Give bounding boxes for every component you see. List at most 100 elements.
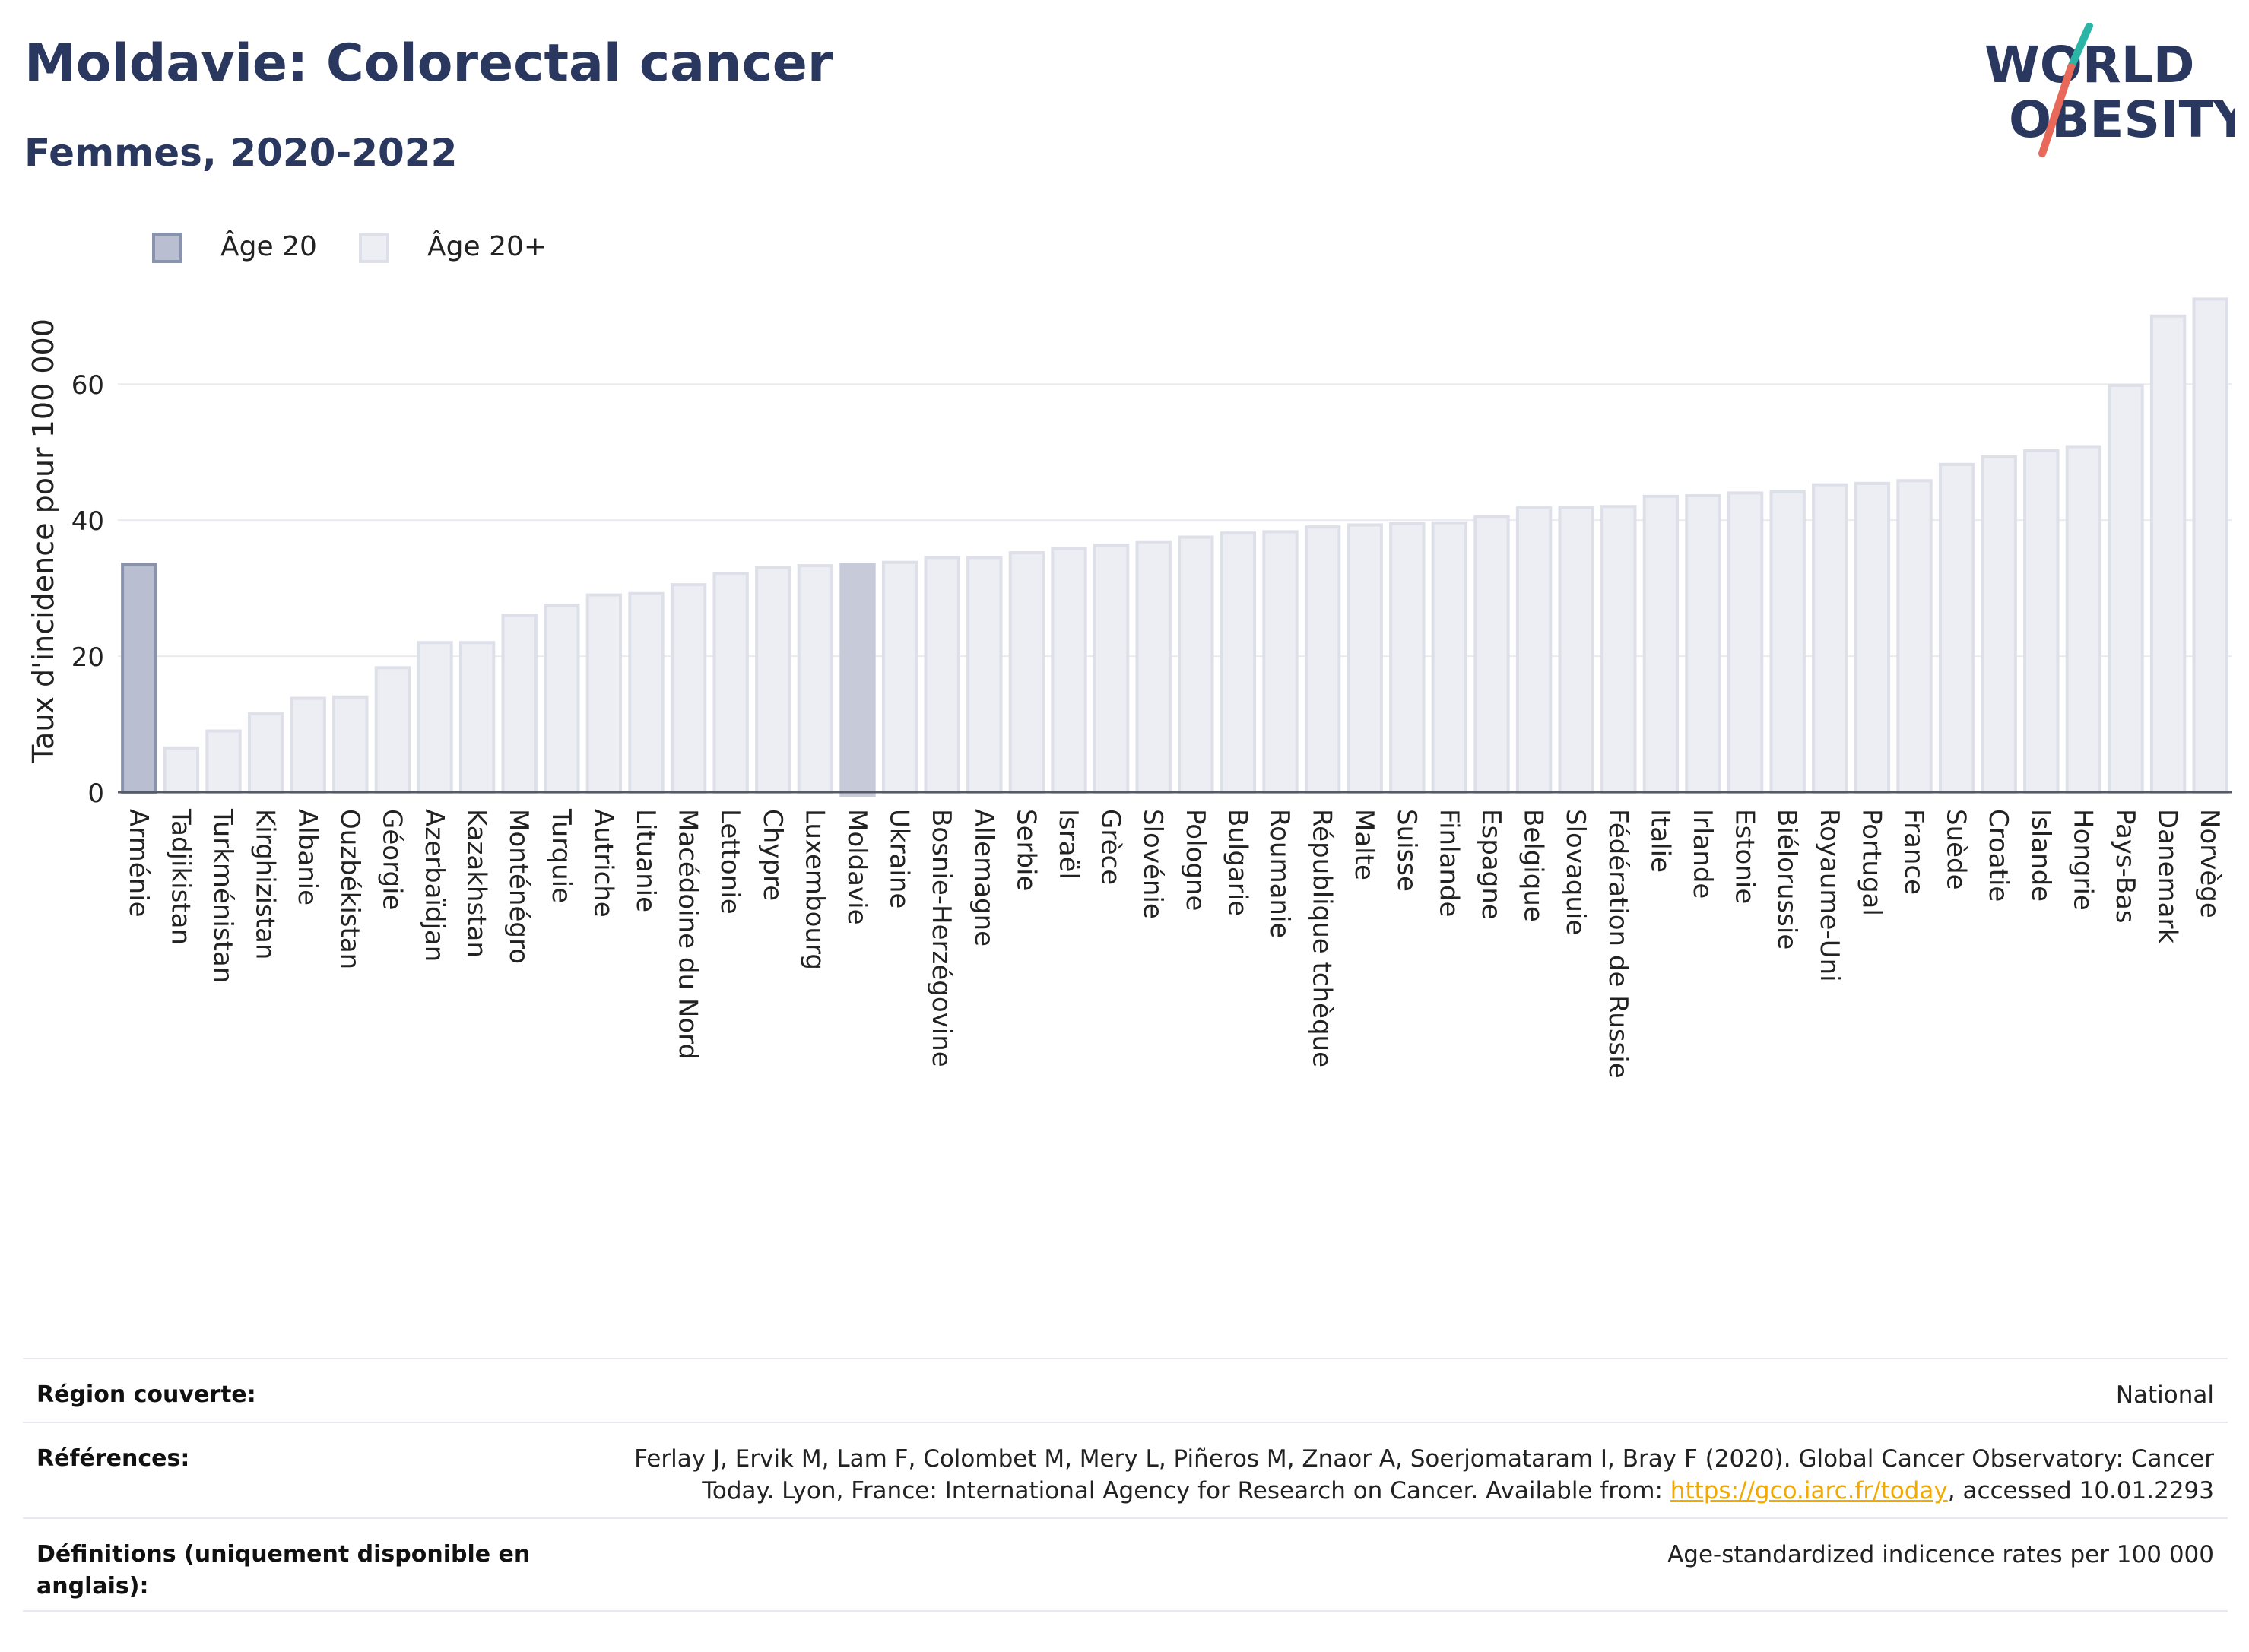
legend-label-age20: Âge 20 (220, 231, 317, 262)
bar-4 (290, 696, 326, 794)
bar-11 (585, 593, 623, 794)
x-tick-label: Azerbaïdjan (419, 809, 449, 962)
page-subtitle: Femmes, 2020-2022 (24, 131, 458, 175)
x-tick-label: Ouzbékistan (335, 809, 365, 969)
x-tick-label: Luxembourg (799, 809, 829, 970)
x-tick-label: Macédoine du Nord (673, 809, 703, 1060)
x-tick-label: Autriche (588, 809, 618, 918)
x-tick-label: Arménie (123, 809, 154, 918)
bar-33 (1515, 506, 1553, 794)
bar-38 (1727, 491, 1764, 794)
bar-3 (247, 712, 284, 794)
bar-25 (1178, 535, 1214, 794)
bar-39 (1769, 490, 1806, 794)
x-tick-label: Suisse (1391, 809, 1422, 892)
footer-row-definitions: Définitions (uniquement disponible en an… (23, 1517, 2228, 1612)
bar-chart: 0 20 40 60 Taux d'incidence pour 100 000 Armé… (27, 297, 2232, 1079)
x-tick-label: Norvège (2194, 809, 2225, 918)
x-tick-label: Pologne (1180, 809, 1210, 911)
footer-label-references: Références: (36, 1445, 190, 1472)
bar-12 (628, 591, 665, 794)
x-tick-label: Géorgie (376, 809, 407, 910)
legend-swatch-age20 (152, 233, 182, 263)
x-tick-label: Royaume-Uni (1814, 809, 1845, 982)
y-tick-label: 60 (71, 370, 104, 401)
footer-value-definitions: Age-standardized indicence rates per 100… (1667, 1541, 2214, 1568)
x-tick-label: République tchèque (1307, 809, 1337, 1067)
bar-16 (797, 564, 834, 794)
y-tick-label: 40 (71, 506, 104, 537)
bar-14 (712, 571, 749, 794)
bar-44 (1981, 455, 2017, 794)
world-obesity-logo: WORLD OBESITY (1984, 23, 2235, 157)
bar-27 (1262, 530, 1299, 794)
bar-5 (332, 695, 369, 794)
bar-41 (1854, 481, 1891, 794)
bar-32 (1473, 515, 1510, 794)
bar-29 (1347, 523, 1383, 794)
bar-21 (1008, 551, 1045, 794)
bar-9 (501, 614, 538, 794)
footer-row-region: Région couverte: National (23, 1358, 2228, 1422)
bar-2 (205, 729, 242, 794)
x-tick-label: Bulgarie (1222, 809, 1252, 916)
x-tick-label: Albanie (292, 809, 322, 905)
x-tick-label: Tadjikistan (165, 808, 195, 945)
bar-15 (755, 566, 791, 794)
bar-45 (2023, 449, 2060, 794)
bar-13 (670, 583, 707, 794)
x-tick-label: Irlande (1687, 809, 1718, 899)
x-tick-label: Slovaquie (1560, 809, 1591, 935)
bar-28 (1304, 525, 1341, 794)
x-tick-label: Kazakhstan (462, 809, 492, 958)
x-tick-label: Suède (1941, 809, 1971, 890)
logo-accent-coral (2038, 63, 2075, 157)
x-tick-label: Pays-Bas (2110, 809, 2140, 924)
bar-31 (1431, 521, 1468, 794)
page-title: Moldavie: Colorectal cancer (24, 33, 833, 94)
legend-label-age20plus: Âge 20+ (427, 231, 547, 262)
references-text: Ferlay J, Ervik M, Lam F, Colombet M, Me… (634, 1445, 2214, 1505)
bar-24 (1135, 540, 1172, 794)
y-tick-label: 0 (87, 778, 104, 809)
bar-46 (2065, 445, 2102, 794)
references-text-end: , accessed 10.01.2293 (1947, 1477, 2214, 1505)
bar-17 (839, 563, 876, 797)
bar-40 (1812, 483, 1848, 794)
x-tick-label: Fédération de Russie (1603, 809, 1633, 1079)
references-link[interactable]: https://gco.iarc.fr/today (1670, 1477, 1948, 1505)
x-tick-label: Estonie (1730, 809, 1760, 904)
x-tick-label: Serbie (1010, 809, 1041, 891)
x-tick-label: Roumanie (1264, 809, 1295, 938)
bar-19 (924, 556, 960, 794)
bar-18 (881, 560, 918, 794)
x-tick-label: Slovénie (1137, 809, 1168, 919)
x-tick-label: Danemark (2152, 809, 2183, 943)
bar-20 (966, 556, 1003, 794)
bar-34 (1558, 506, 1594, 794)
bar-36 (1642, 494, 1680, 794)
bar-35 (1600, 505, 1637, 794)
bar-1 (163, 746, 200, 794)
x-tick-label: Hongrie (2067, 809, 2098, 911)
footer-value-region: National (2115, 1381, 2214, 1409)
x-tick-label: Israël (1053, 809, 1083, 880)
bar-0 (121, 563, 157, 794)
x-tick-label: Turkménistan (208, 808, 238, 983)
x-tick-label: Croatie (1983, 809, 2013, 902)
x-tick-label: Moldavie (842, 809, 872, 925)
footer-label-definitions: Définitions (uniquement disponible en an… (36, 1541, 531, 1600)
y-tick-label: 20 (71, 642, 104, 673)
metadata-table: Région couverte: National Références: Fe… (23, 1358, 2228, 1612)
x-tick-label: France (1898, 809, 1929, 895)
x-tick-label: Finlande (1433, 809, 1464, 917)
x-tick-label: Chypre (757, 809, 788, 901)
x-tick-label: Lettonie (715, 809, 745, 915)
x-tick-label: Bosnie-Herzégovine (926, 809, 956, 1067)
bar-7 (417, 641, 453, 794)
footer-label-region: Région couverte: (36, 1381, 256, 1408)
logo-line1: WORLD (1984, 36, 2195, 94)
x-tick-label: Lituanie (630, 809, 661, 912)
bar-48 (2149, 314, 2187, 794)
x-tick-label: Ukraine (884, 809, 915, 908)
